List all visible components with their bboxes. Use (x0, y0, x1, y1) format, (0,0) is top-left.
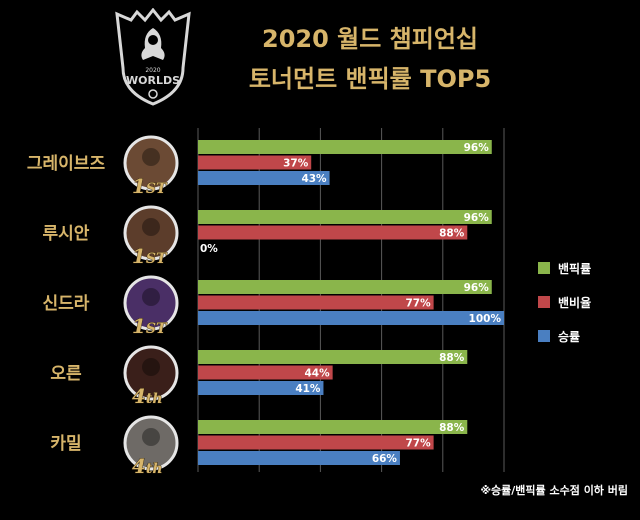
value-label-3-1: 44% (304, 368, 330, 380)
value-label-3-0: 88% (439, 352, 465, 364)
legend-swatch-0 (538, 262, 550, 274)
bars (198, 140, 504, 465)
chart-title-line-1: 2020 월드 챔피언십 (262, 25, 478, 53)
bar-0-2 (198, 171, 330, 185)
labels: 96% 37% 43% 그레이브즈 1ST 96% 88% 0% 루시안 1ST 96% 77% 100… (27, 142, 502, 478)
bar-4-0 (198, 420, 468, 434)
avatar-face-1 (142, 218, 160, 236)
avatar-face-3 (142, 358, 160, 376)
bar-4-1 (198, 435, 434, 450)
legend-swatch-2 (538, 330, 550, 342)
value-label-4-2: 66% (372, 453, 398, 465)
rank-badge-3: 4th (132, 384, 163, 408)
avatar-face-4 (142, 428, 160, 446)
value-label-0-1: 37% (283, 158, 309, 170)
value-label-1-2: 0% (200, 243, 218, 255)
svg-text:WORLDS: WORLDS (126, 74, 180, 87)
legend-label-0: 밴픽률 (558, 261, 591, 276)
avatar-4 (123, 415, 179, 471)
bar-3-2 (198, 381, 324, 395)
rank-badge-4: 4th (132, 454, 163, 478)
avatar-2 (123, 275, 179, 331)
rank-badge-1: 1ST (132, 244, 168, 268)
bar-3-1 (198, 365, 333, 380)
rank-badge-2: 1ST (132, 314, 168, 338)
champion-avatars (123, 135, 179, 471)
category-label-0: 그레이브즈 (27, 154, 106, 174)
worlds-logo: 2020 WORLDS (115, 8, 191, 106)
value-label-0-0: 96% (464, 142, 490, 154)
legend-label-1: 밴비율 (558, 295, 591, 310)
svg-text:2020: 2020 (145, 67, 160, 74)
value-label-2-0: 96% (464, 282, 490, 294)
bar-0-1 (198, 155, 312, 170)
avatar-face-2 (142, 288, 160, 306)
legend-swatch-1 (538, 296, 550, 308)
bar-1-1 (198, 225, 468, 240)
value-label-4-0: 88% (439, 422, 465, 434)
bar-2-2 (198, 311, 504, 325)
value-label-2-2: 100% (469, 313, 502, 325)
chart-title-line-2: 토너먼트 밴픽률 TOP5 (248, 65, 492, 93)
bar-0-0 (198, 140, 492, 154)
bar-3-0 (198, 350, 468, 364)
avatar-face-0 (142, 148, 160, 166)
category-label-2: 신드라 (43, 294, 90, 314)
footnote: ※승률/밴픽률 소수점 이하 버림 (480, 484, 628, 497)
avatar-1 (123, 205, 179, 261)
value-label-1-1: 88% (439, 228, 465, 240)
legend-label-2: 승률 (558, 330, 580, 344)
value-label-2-1: 77% (405, 298, 431, 310)
avatar-0 (123, 135, 179, 191)
bar-1-0 (198, 210, 492, 224)
bar-4-2 (198, 451, 400, 465)
rank-badge-0: 1ST (132, 174, 168, 198)
value-label-3-2: 41% (295, 383, 321, 395)
bar-2-0 (198, 280, 492, 294)
value-label-1-0: 96% (464, 212, 490, 224)
category-label-1: 루시안 (43, 224, 90, 244)
value-label-0-2: 43% (301, 173, 327, 185)
category-label-3: 오른 (50, 364, 82, 384)
bar-2-1 (198, 295, 434, 310)
value-label-4-1: 77% (405, 438, 431, 450)
avatar-3 (123, 345, 179, 401)
category-label-4: 카밀 (50, 433, 81, 454)
